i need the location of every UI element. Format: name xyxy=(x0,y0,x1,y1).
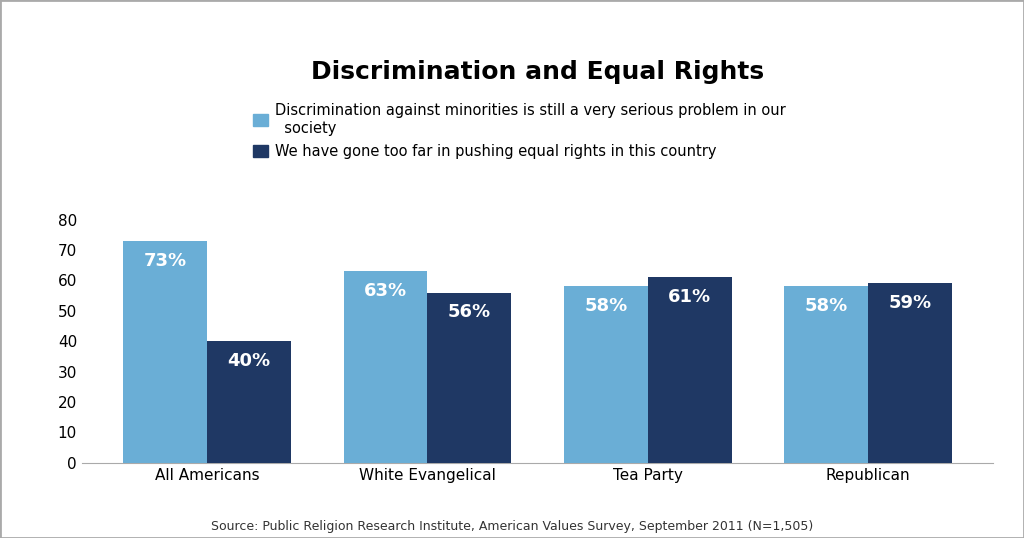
Bar xyxy=(564,286,648,463)
Text: 73%: 73% xyxy=(143,252,186,270)
Text: 58%: 58% xyxy=(805,297,848,315)
Text: 61%: 61% xyxy=(668,288,712,306)
Text: 58%: 58% xyxy=(585,297,628,315)
Text: 56%: 56% xyxy=(447,303,490,321)
Bar xyxy=(648,278,731,463)
Text: 40%: 40% xyxy=(227,352,270,370)
Bar xyxy=(207,341,291,463)
Title: Discrimination and Equal Rights: Discrimination and Equal Rights xyxy=(311,60,764,84)
Text: 63%: 63% xyxy=(364,282,408,300)
Bar xyxy=(344,271,427,463)
Text: Source: Public Religion Research Institute, American Values Survey, September 20: Source: Public Religion Research Institu… xyxy=(211,520,813,533)
Bar xyxy=(868,284,952,463)
Bar xyxy=(123,241,207,463)
Text: 59%: 59% xyxy=(889,294,932,312)
Bar xyxy=(427,293,511,463)
Legend: Discrimination against minorities is still a very serious problem in our
  socie: Discrimination against minorities is sti… xyxy=(253,103,785,159)
Bar xyxy=(784,286,868,463)
